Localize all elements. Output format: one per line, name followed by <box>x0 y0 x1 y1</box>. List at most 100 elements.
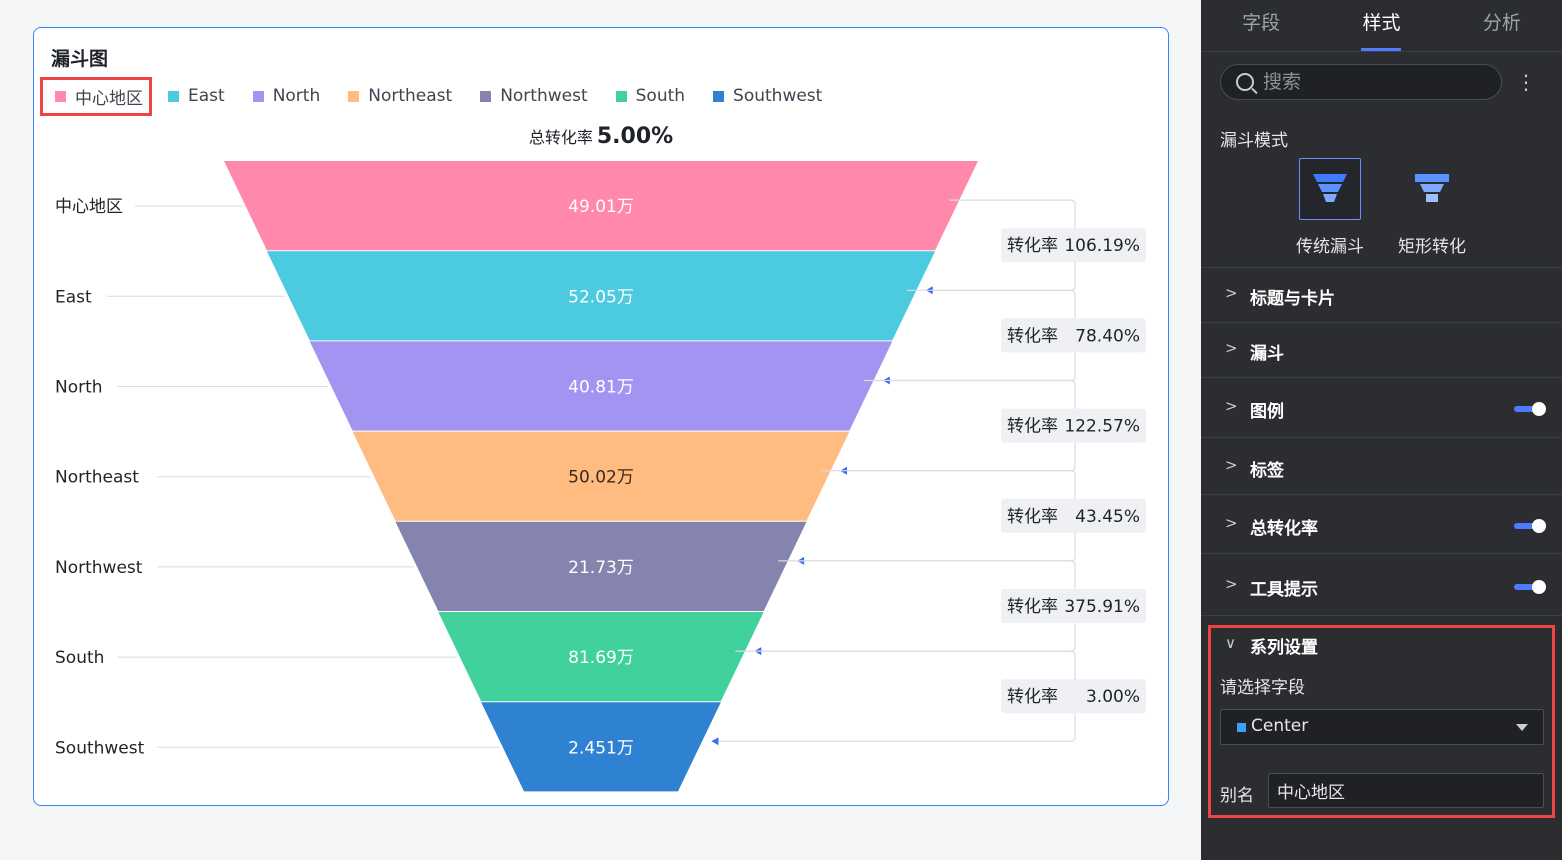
conversion-rate-box <box>1001 228 1146 263</box>
legend-swatch <box>480 90 492 102</box>
section-title-card[interactable]: > 标题与卡片 <box>1201 267 1562 322</box>
conversion-rate-box <box>1001 498 1146 533</box>
conversion-rate-box <box>1001 589 1146 623</box>
section-label: 工具提示 <box>1250 580 1318 600</box>
legend-item-northeast[interactable]: Northeast <box>348 86 452 106</box>
funnel-mode-title: 漏斗模式 <box>1220 131 1288 151</box>
legend-swatch <box>55 90 66 102</box>
section-label[interactable]: 系列设置 <box>1250 638 1318 658</box>
search-input[interactable] <box>1263 65 1483 99</box>
section-legend[interactable]: > 图例 <box>1201 377 1562 437</box>
funnel-segment[interactable] <box>481 702 721 792</box>
funnel-value-label: 40.81万 <box>568 378 634 398</box>
section-tooltip[interactable]: > 工具提示 <box>1201 553 1562 615</box>
funnel-segment[interactable] <box>438 612 764 702</box>
chevron-down-icon[interactable]: ∨ <box>1225 634 1236 652</box>
section-label: 标题与卡片 <box>1250 289 1335 309</box>
field-select[interactable]: Center <box>1220 709 1544 745</box>
section-label: 漏斗 <box>1250 344 1284 364</box>
legend-label: North <box>272 86 321 106</box>
legend-label: South <box>635 86 686 106</box>
tooltip-toggle[interactable] <box>1514 580 1546 594</box>
more-vertical-icon[interactable]: ⋮ <box>1516 70 1536 94</box>
total-rate-toggle[interactable] <box>1514 519 1546 533</box>
chevron-down-icon <box>1516 724 1528 731</box>
funnel-category-label: Southwest <box>55 738 145 758</box>
conversion-rate-label: 转化率 <box>1007 236 1058 256</box>
legend-swatch <box>615 90 627 102</box>
mode-rect-conversion[interactable]: 矩形转化 <box>1387 158 1477 257</box>
funnel-value-label: 50.02万 <box>568 468 634 488</box>
section-label: 图例 <box>1250 402 1284 422</box>
alias-input[interactable] <box>1268 773 1544 808</box>
section-label: 总转化率 <box>1250 519 1318 539</box>
section-label: 标签 <box>1250 461 1284 481</box>
chevron-right-icon: > <box>1225 514 1238 532</box>
legend-label: Northeast <box>368 86 453 106</box>
funnel-category-label: Northeast <box>55 468 139 488</box>
funnel-chart: 49.01万 中心地区 52.05万 East 40.81万 North 50.02万 Nor… <box>55 161 1146 792</box>
tab-analysis[interactable]: 分析 <box>1482 12 1521 34</box>
funnel-category-label: South <box>55 648 104 668</box>
mode-classic-funnel[interactable]: 传统漏斗 <box>1285 158 1375 257</box>
funnel-segment[interactable] <box>352 431 850 521</box>
search-icon <box>1236 73 1254 91</box>
legend-label: Southwest <box>733 86 823 106</box>
legend-item-southwest[interactable]: Southwest <box>713 86 822 106</box>
legend-item-north[interactable]: North <box>252 86 321 106</box>
series-settings-highlight <box>1208 625 1555 818</box>
conversion-rate-label: 转化率 <box>1007 417 1058 437</box>
mode-label: 矩形转化 <box>1398 237 1466 257</box>
funnel-value-label: 2.451万 <box>568 738 634 758</box>
chart-card: 漏斗图 中心地区 East North Northeast Northwest … <box>33 27 1169 806</box>
legend-item-south[interactable]: South <box>615 86 686 106</box>
tab-style[interactable]: 样式 <box>1321 0 1441 51</box>
field-select-value: Center <box>1251 716 1309 736</box>
funnel-segment[interactable] <box>266 251 936 341</box>
chart-title: 漏斗图 <box>51 48 109 70</box>
funnel-value-label: 49.01万 <box>568 197 634 217</box>
legend-item-northwest[interactable]: Northwest <box>480 86 588 106</box>
chevron-right-icon: > <box>1225 284 1238 302</box>
funnel-value-label: 52.05万 <box>568 287 634 307</box>
conversion-rate-value: 3.00% <box>1086 687 1140 707</box>
panel-tabs: 字段 样式 分析 <box>1201 0 1562 52</box>
conversion-rate-label: 转化率 <box>1007 326 1058 346</box>
legend-swatch <box>168 90 179 102</box>
conversion-rate-label: 转化率 <box>1007 687 1058 707</box>
conversion-rate-label: 转化率 <box>1007 507 1058 527</box>
funnel-segment[interactable] <box>395 521 807 611</box>
arrow-left-icon <box>711 737 719 746</box>
funnel-category-label: Northwest <box>55 558 143 578</box>
field-color-swatch <box>1237 723 1246 732</box>
chevron-right-icon: > <box>1225 397 1238 415</box>
section-funnel[interactable]: > 漏斗 <box>1201 322 1562 377</box>
conversion-rate-label: 转化率 <box>1007 597 1058 617</box>
section-total-rate[interactable]: > 总转化率 <box>1201 494 1562 553</box>
chevron-right-icon: > <box>1225 339 1238 357</box>
legend-item-east[interactable]: East <box>168 86 225 106</box>
conversion-rate-box <box>1001 679 1146 714</box>
funnel-category-label: 中心地区 <box>55 197 123 217</box>
funnel-segment[interactable] <box>309 341 893 431</box>
funnel-value-label: 81.69万 <box>568 648 634 668</box>
funnel-segment[interactable] <box>224 161 978 251</box>
conversion-rate-value: 375.91% <box>1064 597 1140 617</box>
total-rate-value: 5.00% <box>596 124 674 149</box>
conversion-rate-value: 43.45% <box>1075 507 1140 527</box>
section-labels[interactable]: > 标签 <box>1201 437 1562 494</box>
legend-item-center[interactable]: 中心地区 <box>40 76 152 116</box>
conversion-rate-value: 122.57% <box>1064 417 1140 437</box>
conversion-rate-value: 106.19% <box>1064 236 1140 256</box>
alias-label: 别名 <box>1220 786 1254 806</box>
funnel-rect-icon <box>1401 158 1463 220</box>
funnel-category-label: North <box>55 378 103 398</box>
chevron-right-icon: > <box>1225 575 1238 593</box>
legend-swatch <box>252 90 264 102</box>
tab-fields[interactable]: 字段 <box>1242 12 1281 34</box>
total-conversion-rate: 总转化率 5.00% <box>34 124 1168 149</box>
conversion-rate-value: 78.40% <box>1075 326 1140 346</box>
legend-toggle[interactable] <box>1514 402 1546 416</box>
funnel-classic-icon <box>1299 158 1361 220</box>
total-rate-label: 总转化率 <box>528 128 593 147</box>
